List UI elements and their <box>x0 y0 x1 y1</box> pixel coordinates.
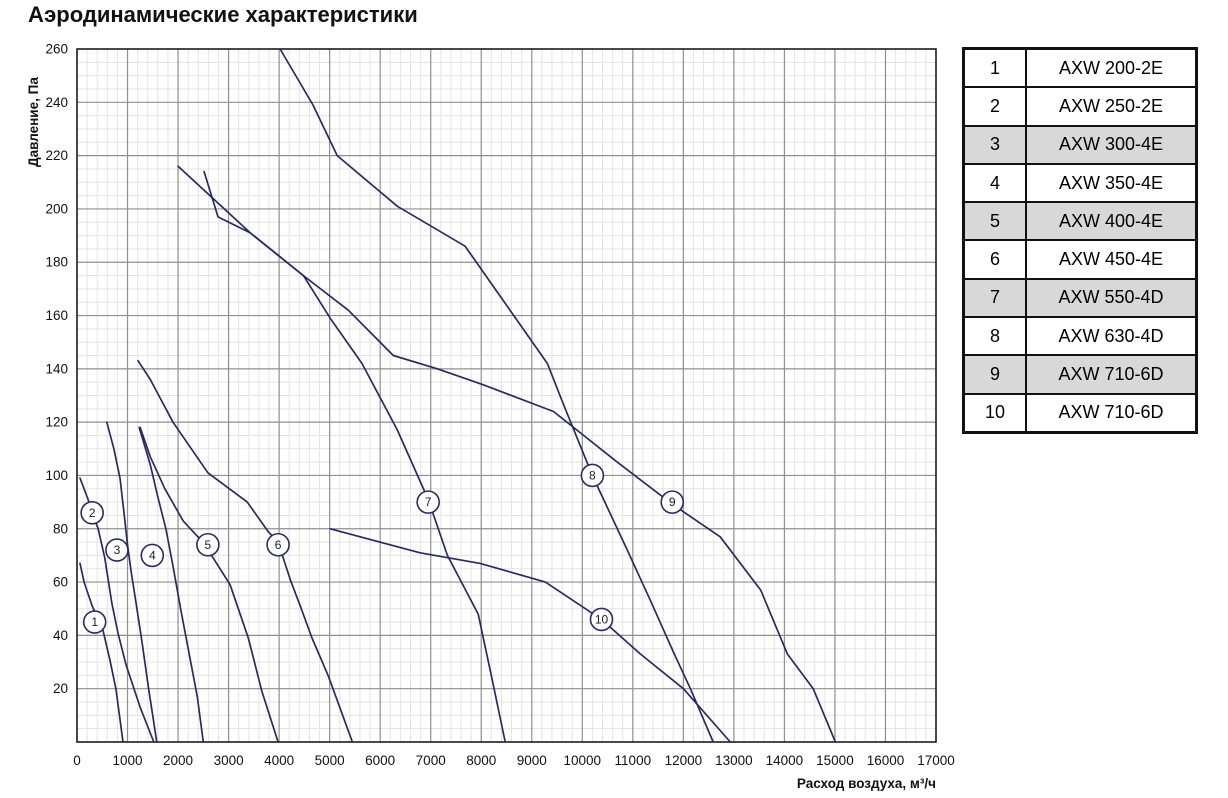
x-tick-label: 16000 <box>867 753 905 768</box>
legend-row: 10 AXW 710-6D <box>962 392 1198 434</box>
curve-marker-3 <box>105 538 129 562</box>
curve-8 <box>279 48 715 743</box>
x-tick-label: 11000 <box>615 753 652 768</box>
legend-row-number: 8 <box>962 316 1027 357</box>
y-tick-label: 60 <box>53 575 68 590</box>
curve-9 <box>203 170 837 743</box>
legend-row: 1 AXW 200-2E <box>962 47 1198 89</box>
x-tick-label: 13000 <box>715 753 753 768</box>
y-tick-label: 160 <box>45 308 68 323</box>
curve-marker-label-7: 7 <box>425 495 432 509</box>
curve-marker-6 <box>266 532 290 557</box>
plot-border <box>76 48 937 743</box>
legend-row-number: 2 <box>962 86 1027 127</box>
legend-row-model: AXW 350-4E <box>1025 162 1198 204</box>
legend-row-model: AXW 200-2E <box>1025 47 1198 89</box>
x-tick-label: 3000 <box>214 753 244 768</box>
legend-table: 1 AXW 200-2E 2 AXW 250-2E 3 AXW 300-4E 4 AXW 35… <box>962 47 1198 434</box>
x-tick-label: 12000 <box>665 753 703 768</box>
y-tick-label: 200 <box>45 201 68 216</box>
curve-marker-8 <box>580 463 605 488</box>
curve-marker-label-10: 10 <box>595 612 609 626</box>
y-axis-title: Давление, Па <box>26 77 41 167</box>
curve-marker-label-9: 9 <box>669 495 676 509</box>
legend-row: 8 AXW 630-4D <box>962 316 1198 357</box>
legend-row-number: 4 <box>962 162 1027 204</box>
legend-row-model: AXW 630-4D <box>1025 316 1198 357</box>
legend-row-number: 6 <box>962 239 1027 280</box>
x-tick-label: 4000 <box>264 753 294 768</box>
y-tick-label: 40 <box>53 628 68 643</box>
curve-marker-4 <box>140 543 165 568</box>
y-tick-label: 240 <box>45 95 68 110</box>
y-tick-label: 120 <box>45 415 68 430</box>
legend-row-model: AXW 710-6D <box>1025 354 1198 395</box>
legend-row-number: 3 <box>962 124 1027 165</box>
legend-row: 6 AXW 450-4E <box>962 239 1198 280</box>
curve-marker-label-3: 3 <box>114 543 121 557</box>
curve-marker-10 <box>589 607 614 632</box>
y-tick-label: 140 <box>45 361 68 376</box>
legend-row-number: 9 <box>962 354 1027 395</box>
legend-row: 7 AXW 550-4D <box>962 277 1198 319</box>
y-tick-label: 20 <box>53 681 68 696</box>
legend-row: 3 AXW 300-4E <box>962 124 1198 165</box>
legend-row-model: AXW 250-2E <box>1025 86 1198 127</box>
curve-marker-label-8: 8 <box>589 468 596 482</box>
legend-row: 2 AXW 250-2E <box>962 86 1198 127</box>
curve-marker-7 <box>416 490 440 514</box>
legend-row: 9 AXW 710-6D <box>962 354 1198 395</box>
x-tick-label: 1000 <box>113 753 143 768</box>
legend-row-model: AXW 550-4D <box>1025 277 1198 319</box>
legend-row-number: 5 <box>962 201 1027 242</box>
y-tick-label: 220 <box>45 148 68 163</box>
legend-row-model: AXW 300-4E <box>1025 124 1198 165</box>
curve-marker-1 <box>82 610 107 634</box>
x-axis-title: Расход воздуха, м³/ч <box>797 776 936 791</box>
legend-row: 5 AXW 400-4E <box>962 201 1198 242</box>
x-tick-label: 6000 <box>365 753 395 768</box>
y-tick-label: 260 <box>45 42 68 57</box>
page-title: Аэродинамические характеристики <box>28 2 418 27</box>
legend-row-model: AXW 450-4E <box>1025 239 1198 280</box>
x-tick-label: 8000 <box>466 753 496 768</box>
x-tick-label: 14000 <box>766 753 804 768</box>
legend-table-body: 1 AXW 200-2E 2 AXW 250-2E 3 AXW 300-4E 4 AXW 35… <box>962 47 1198 434</box>
x-tick-label: 17000 <box>917 753 955 768</box>
curve-7 <box>177 165 507 743</box>
curve-3 <box>105 421 158 743</box>
curve-marker-label-1: 1 <box>91 615 98 629</box>
legend-row-number: 7 <box>962 277 1027 319</box>
y-tick-label: 100 <box>45 468 68 483</box>
legend-row: 4 AXW 350-4E <box>962 162 1198 204</box>
curve-marker-9 <box>660 490 685 514</box>
x-tick-label: 9000 <box>517 753 547 768</box>
y-tick-label: 80 <box>53 521 68 536</box>
x-tick-label: 7000 <box>416 753 446 768</box>
curve-4 <box>138 426 205 743</box>
curve-marker-label-6: 6 <box>275 538 282 552</box>
curve-marker-5 <box>196 532 220 557</box>
x-tick-label: 2000 <box>163 753 193 768</box>
legend-row-number: 10 <box>962 392 1027 434</box>
legend-row-model: AXW 710-6D <box>1025 392 1198 434</box>
x-tick-label: 5000 <box>315 753 345 768</box>
curve-10 <box>329 527 732 743</box>
legend-row-model: AXW 400-4E <box>1025 201 1198 242</box>
x-tick-label: 15000 <box>816 753 854 768</box>
curve-marker-label-2: 2 <box>89 506 96 520</box>
x-tick-label: 10000 <box>564 753 602 768</box>
legend-row-number: 1 <box>962 47 1027 89</box>
curve-marker-label-5: 5 <box>205 538 212 552</box>
curve-marker-2 <box>80 500 104 525</box>
x-tick-label: 0 <box>73 753 81 768</box>
y-tick-label: 180 <box>45 255 68 270</box>
curve-marker-label-4: 4 <box>149 548 156 562</box>
